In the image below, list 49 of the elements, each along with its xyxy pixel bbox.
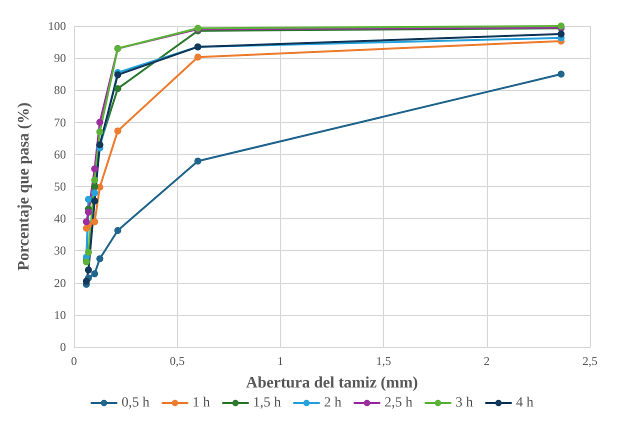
y-tick-label: 40	[54, 212, 66, 226]
x-tick-label: 1,5	[376, 354, 392, 368]
y-tick-label: 70	[54, 115, 66, 130]
point	[82, 218, 90, 226]
y-tick-label: 20	[54, 276, 66, 290]
y-tick-label: 100	[48, 19, 66, 33]
point	[91, 189, 98, 196]
x-tick-label: 0,5	[170, 354, 185, 368]
point	[82, 278, 90, 285]
point	[91, 270, 98, 278]
x-tick-label: 0	[71, 354, 77, 368]
y-tick-label: 80	[54, 83, 66, 98]
legend-label: 2 h	[324, 396, 342, 410]
point	[84, 208, 92, 216]
point	[96, 118, 104, 126]
legend-label: 4 h	[516, 396, 534, 410]
point	[114, 226, 122, 234]
point	[114, 127, 122, 134]
point	[91, 218, 98, 226]
point	[91, 197, 98, 204]
point	[558, 30, 565, 38]
legend-label: 0,5 h	[122, 396, 150, 410]
point	[558, 70, 565, 78]
y-axis-title: Porcentaje que pasa (%)	[16, 102, 32, 271]
point	[194, 54, 202, 61]
x-tick-label: 2,5	[582, 354, 598, 368]
point	[194, 158, 202, 165]
y-tick-label: 50	[54, 180, 66, 194]
y-tick-label: 10	[54, 308, 66, 322]
x-axis-title: Abertura del tamiz (mm)	[246, 374, 418, 392]
point	[91, 165, 98, 172]
legend-label: 1,5 h	[253, 396, 281, 410]
point	[96, 128, 104, 136]
point	[91, 183, 98, 190]
point	[91, 176, 98, 184]
point	[114, 85, 122, 92]
point	[84, 266, 92, 274]
x-tick-label: 2	[484, 354, 490, 368]
y-tick-label: 0	[60, 340, 66, 354]
point	[96, 255, 104, 262]
y-tick-label: 60	[54, 147, 66, 162]
y-tick-label: 90	[54, 51, 66, 66]
legend-label: 2,5 h	[384, 396, 412, 410]
x-tick-label: 1	[277, 354, 284, 368]
y-tick-label: 30	[54, 244, 66, 258]
point	[84, 248, 92, 256]
point	[84, 196, 92, 203]
legend-label: 3 h	[456, 396, 473, 410]
legend-label: 1 h	[192, 396, 210, 410]
